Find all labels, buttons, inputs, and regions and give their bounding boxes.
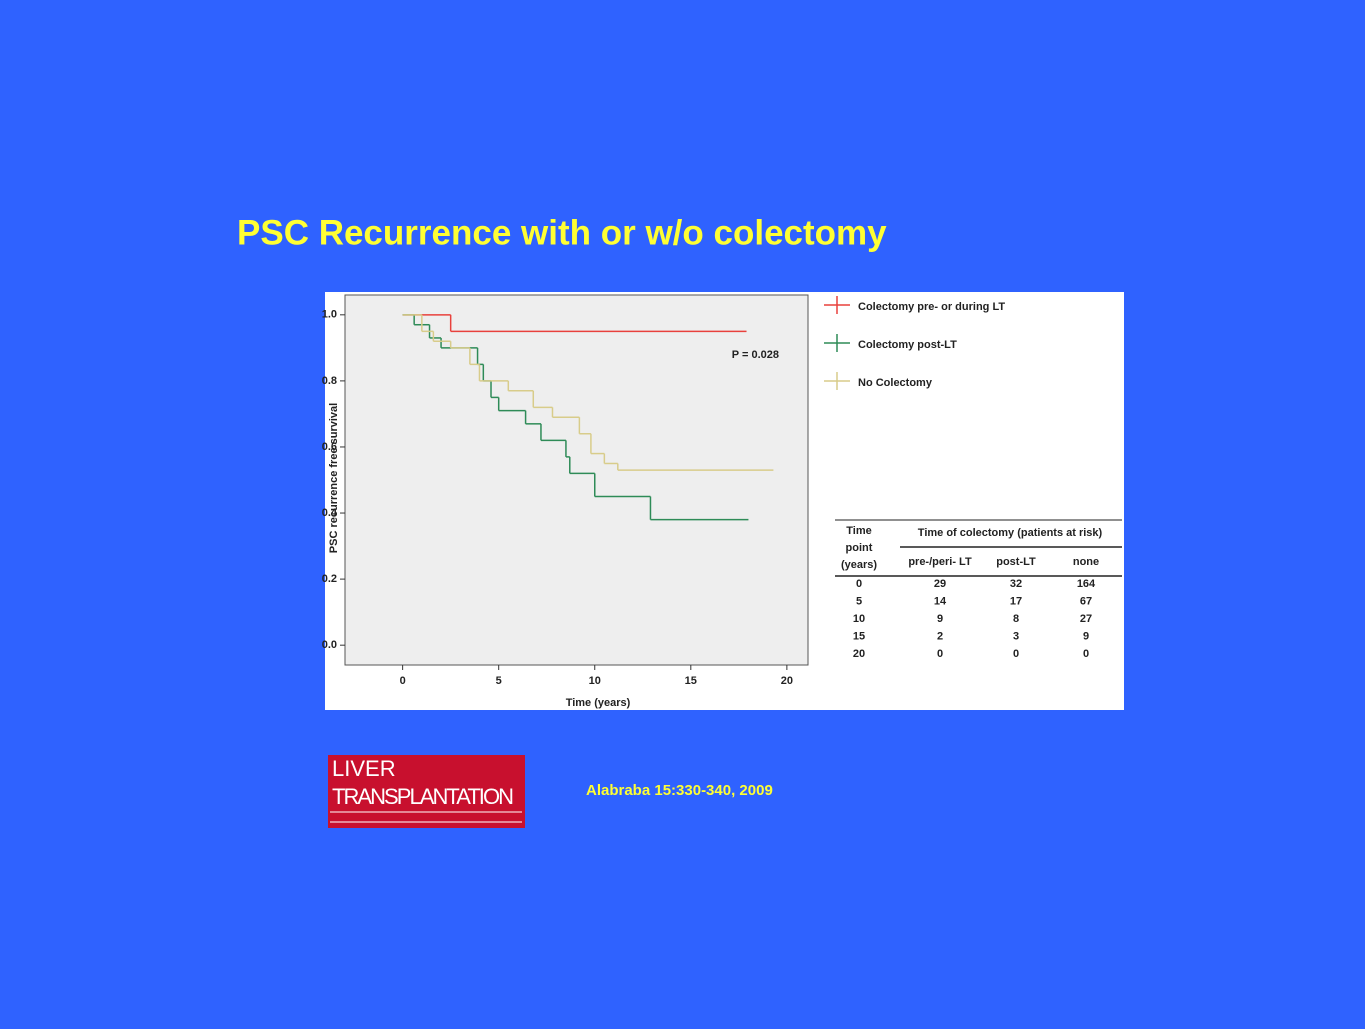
- slide-title: PSC Recurrence with or w/o colectomy: [237, 213, 887, 252]
- legend-label: Colectomy post-LT: [858, 339, 957, 351]
- table-cell: 10: [853, 613, 865, 625]
- table-header: point: [846, 542, 873, 554]
- x-tick-label: 0: [400, 675, 406, 687]
- table-cell: 0: [856, 578, 862, 590]
- plot-area: [344, 294, 809, 666]
- table-cell: 32: [1010, 578, 1022, 590]
- x-tick-label: 5: [496, 675, 502, 687]
- x-tick-label: 20: [781, 675, 793, 687]
- table-cell: 15: [853, 630, 865, 642]
- y-tick-label: 0.8: [322, 375, 337, 387]
- logo-text: LIVER: [332, 756, 396, 781]
- y-tick-label: 0.0: [322, 639, 337, 651]
- table-cell: 27: [1080, 613, 1092, 625]
- table-column-header: none: [1073, 556, 1099, 568]
- x-tick-label: 15: [685, 675, 697, 687]
- x-tick-label: 10: [589, 675, 601, 687]
- logo-text: TRANSPLANTATION: [332, 784, 514, 809]
- y-tick-label: 1.0: [322, 309, 337, 321]
- table-cell: 5: [856, 595, 862, 607]
- table-cell: 2: [937, 630, 943, 642]
- p-value: P = 0.028: [732, 349, 779, 361]
- table-cell: 3: [1013, 630, 1019, 642]
- table-cell: 9: [937, 613, 943, 625]
- y-axis-label: PSC recurrence free survival: [328, 403, 340, 553]
- y-tick-label: 0.2: [322, 573, 337, 585]
- legend-label: Colectomy pre- or during LT: [858, 301, 1005, 313]
- legend-label: No Colectomy: [858, 377, 933, 389]
- table-cell: 9: [1083, 630, 1089, 642]
- table-header: Time: [846, 525, 871, 537]
- table-cell: 0: [1013, 648, 1019, 660]
- x-axis-label: Time (years): [566, 697, 631, 709]
- citation: Alabraba 15:330-340, 2009: [586, 782, 773, 799]
- table-cell: 0: [1083, 648, 1089, 660]
- table-cell: 8: [1013, 613, 1019, 625]
- table-cell: 14: [934, 595, 947, 607]
- table-cell: 29: [934, 578, 946, 590]
- y-tick-label: 0.4: [322, 507, 338, 519]
- table-cell: 0: [937, 648, 943, 660]
- table-cell: 17: [1010, 595, 1022, 607]
- table-cell: 20: [853, 648, 865, 660]
- table-header: (years): [841, 559, 877, 571]
- table-column-header: post-LT: [996, 556, 1036, 568]
- logo: [328, 755, 525, 828]
- table-cell: 164: [1077, 578, 1096, 590]
- table-group-header: Time of colectomy (patients at risk): [918, 527, 1103, 539]
- y-tick-label: 0.6: [322, 441, 337, 453]
- table-cell: 67: [1080, 595, 1092, 607]
- table-column-header: pre-/peri- LT: [908, 556, 972, 568]
